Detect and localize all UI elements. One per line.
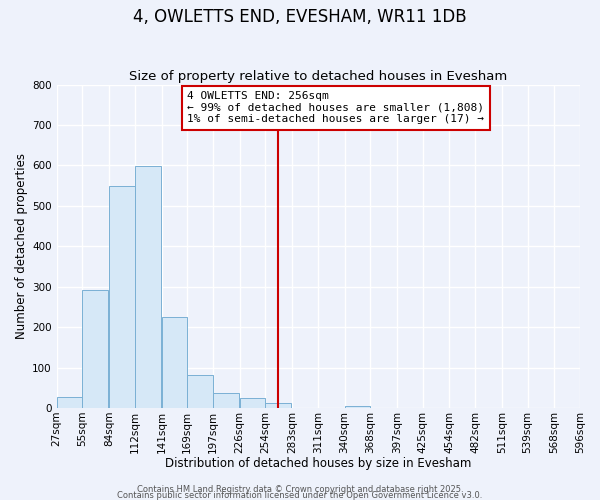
Title: Size of property relative to detached houses in Evesham: Size of property relative to detached ho… bbox=[129, 70, 508, 84]
X-axis label: Distribution of detached houses by size in Evesham: Distribution of detached houses by size … bbox=[165, 457, 472, 470]
Bar bbox=[109, 186, 135, 408]
Text: 4 OWLETTS END: 256sqm
← 99% of detached houses are smaller (1,808)
1% of semi-de: 4 OWLETTS END: 256sqm ← 99% of detached … bbox=[187, 91, 484, 124]
Text: Contains public sector information licensed under the Open Government Licence v3: Contains public sector information licen… bbox=[118, 492, 482, 500]
Bar bbox=[56, 396, 82, 408]
Text: 4, OWLETTS END, EVESHAM, WR11 1DB: 4, OWLETTS END, EVESHAM, WR11 1DB bbox=[133, 8, 467, 26]
Bar bbox=[213, 393, 239, 408]
Bar bbox=[161, 316, 187, 408]
Bar bbox=[135, 166, 161, 408]
Y-axis label: Number of detached properties: Number of detached properties bbox=[15, 154, 28, 340]
Bar bbox=[265, 403, 291, 408]
Text: Contains HM Land Registry data © Crown copyright and database right 2025.: Contains HM Land Registry data © Crown c… bbox=[137, 486, 463, 494]
Bar bbox=[239, 398, 265, 408]
Bar bbox=[82, 290, 108, 408]
Bar bbox=[187, 375, 213, 408]
Bar bbox=[344, 406, 370, 408]
